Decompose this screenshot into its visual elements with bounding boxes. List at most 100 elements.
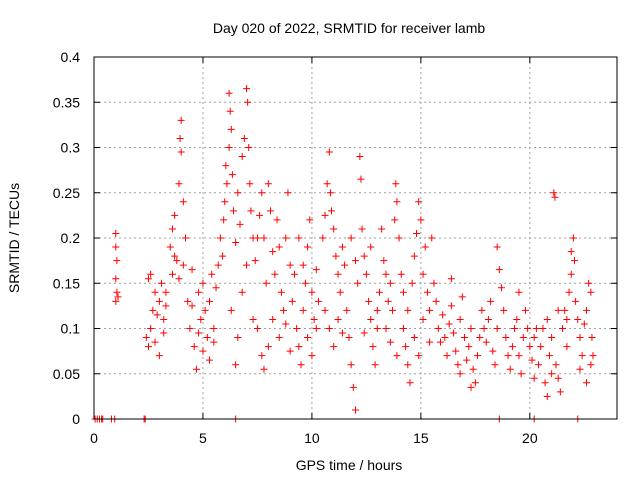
data-point xyxy=(245,144,253,151)
x-tick-label: 10 xyxy=(304,430,320,446)
data-point xyxy=(515,352,523,360)
data-point xyxy=(227,125,235,133)
data-point xyxy=(253,325,261,332)
data-point xyxy=(406,379,414,387)
data-point xyxy=(452,347,460,355)
data-point xyxy=(264,343,272,351)
data-point xyxy=(482,338,490,346)
data-point xyxy=(389,306,397,314)
data-point xyxy=(175,180,183,188)
data-point xyxy=(208,270,216,278)
data-point xyxy=(428,234,436,242)
data-point xyxy=(299,306,307,314)
data-point xyxy=(225,89,233,97)
data-point xyxy=(275,243,283,251)
data-point xyxy=(563,315,571,323)
data-point xyxy=(354,279,362,287)
data-point xyxy=(582,379,590,387)
data-point xyxy=(286,347,294,355)
data-point xyxy=(223,180,231,188)
data-point xyxy=(304,243,312,251)
data-point xyxy=(357,175,365,183)
data-point xyxy=(304,334,312,342)
data-point xyxy=(580,320,588,328)
data-point xyxy=(293,325,301,332)
data-point xyxy=(162,288,170,296)
data-point xyxy=(155,352,163,360)
data-point xyxy=(508,343,516,351)
data-point xyxy=(203,334,211,342)
data-point xyxy=(352,257,359,265)
data-point xyxy=(543,315,551,323)
data-point xyxy=(184,297,192,305)
data-point xyxy=(480,325,488,332)
data-point xyxy=(214,261,222,269)
data-point xyxy=(588,334,596,342)
data-point xyxy=(576,365,584,373)
data-point xyxy=(205,356,213,364)
data-point xyxy=(112,275,120,283)
data-point xyxy=(221,198,229,206)
data-point xyxy=(269,248,277,256)
data-point xyxy=(253,234,261,242)
data-point xyxy=(417,216,425,224)
data-point xyxy=(415,198,423,206)
data-point xyxy=(182,234,190,242)
data-point xyxy=(393,198,401,206)
data-point xyxy=(537,343,545,351)
data-point xyxy=(587,288,595,296)
data-point xyxy=(478,306,486,314)
y-tick-labels: 0 0.05 0.1 0.15 0.2 0.25 0.3 0.35 0.4 xyxy=(53,49,80,427)
data-point xyxy=(284,189,292,197)
data-point xyxy=(186,325,194,332)
data-point xyxy=(243,85,251,93)
data-point xyxy=(338,243,346,251)
data-point xyxy=(415,352,423,360)
data-point xyxy=(234,334,242,342)
data-point xyxy=(365,297,373,305)
data-point xyxy=(373,325,381,332)
data-point xyxy=(238,153,246,161)
data-point xyxy=(168,225,176,233)
data-point xyxy=(474,352,482,360)
data-point xyxy=(112,297,120,305)
data-point xyxy=(308,288,316,296)
data-point xyxy=(262,279,270,287)
data-point xyxy=(195,329,203,337)
data-point xyxy=(251,257,259,265)
data-point xyxy=(153,311,161,319)
data-point xyxy=(328,207,336,215)
data-point xyxy=(226,107,234,115)
data-point xyxy=(384,297,392,305)
data-point xyxy=(571,257,579,265)
data-point xyxy=(543,392,551,400)
data-point xyxy=(210,338,218,346)
data-point xyxy=(391,216,399,224)
data-point xyxy=(491,361,499,369)
data-point xyxy=(371,361,379,369)
data-point xyxy=(312,266,320,274)
data-point xyxy=(548,370,556,378)
data-point xyxy=(249,315,257,323)
data-point xyxy=(282,320,290,328)
y-axis-label: SRMTID / TECUs xyxy=(6,183,22,293)
data-point xyxy=(179,261,187,269)
data-point xyxy=(504,352,512,360)
data-point xyxy=(386,279,394,287)
data-point xyxy=(528,356,536,364)
data-point xyxy=(243,261,251,269)
y-tick-label: 0.15 xyxy=(53,275,80,291)
data-point xyxy=(441,334,449,342)
data-point xyxy=(332,252,340,260)
data-point xyxy=(399,325,407,332)
data-point xyxy=(295,234,303,242)
data-point xyxy=(360,252,368,260)
data-point xyxy=(334,270,342,278)
data-point xyxy=(511,325,519,332)
data-point xyxy=(515,288,523,296)
data-point xyxy=(225,144,233,151)
data-point xyxy=(210,325,218,332)
data-point xyxy=(142,334,150,342)
data-point xyxy=(195,288,203,296)
data-point xyxy=(360,329,368,337)
